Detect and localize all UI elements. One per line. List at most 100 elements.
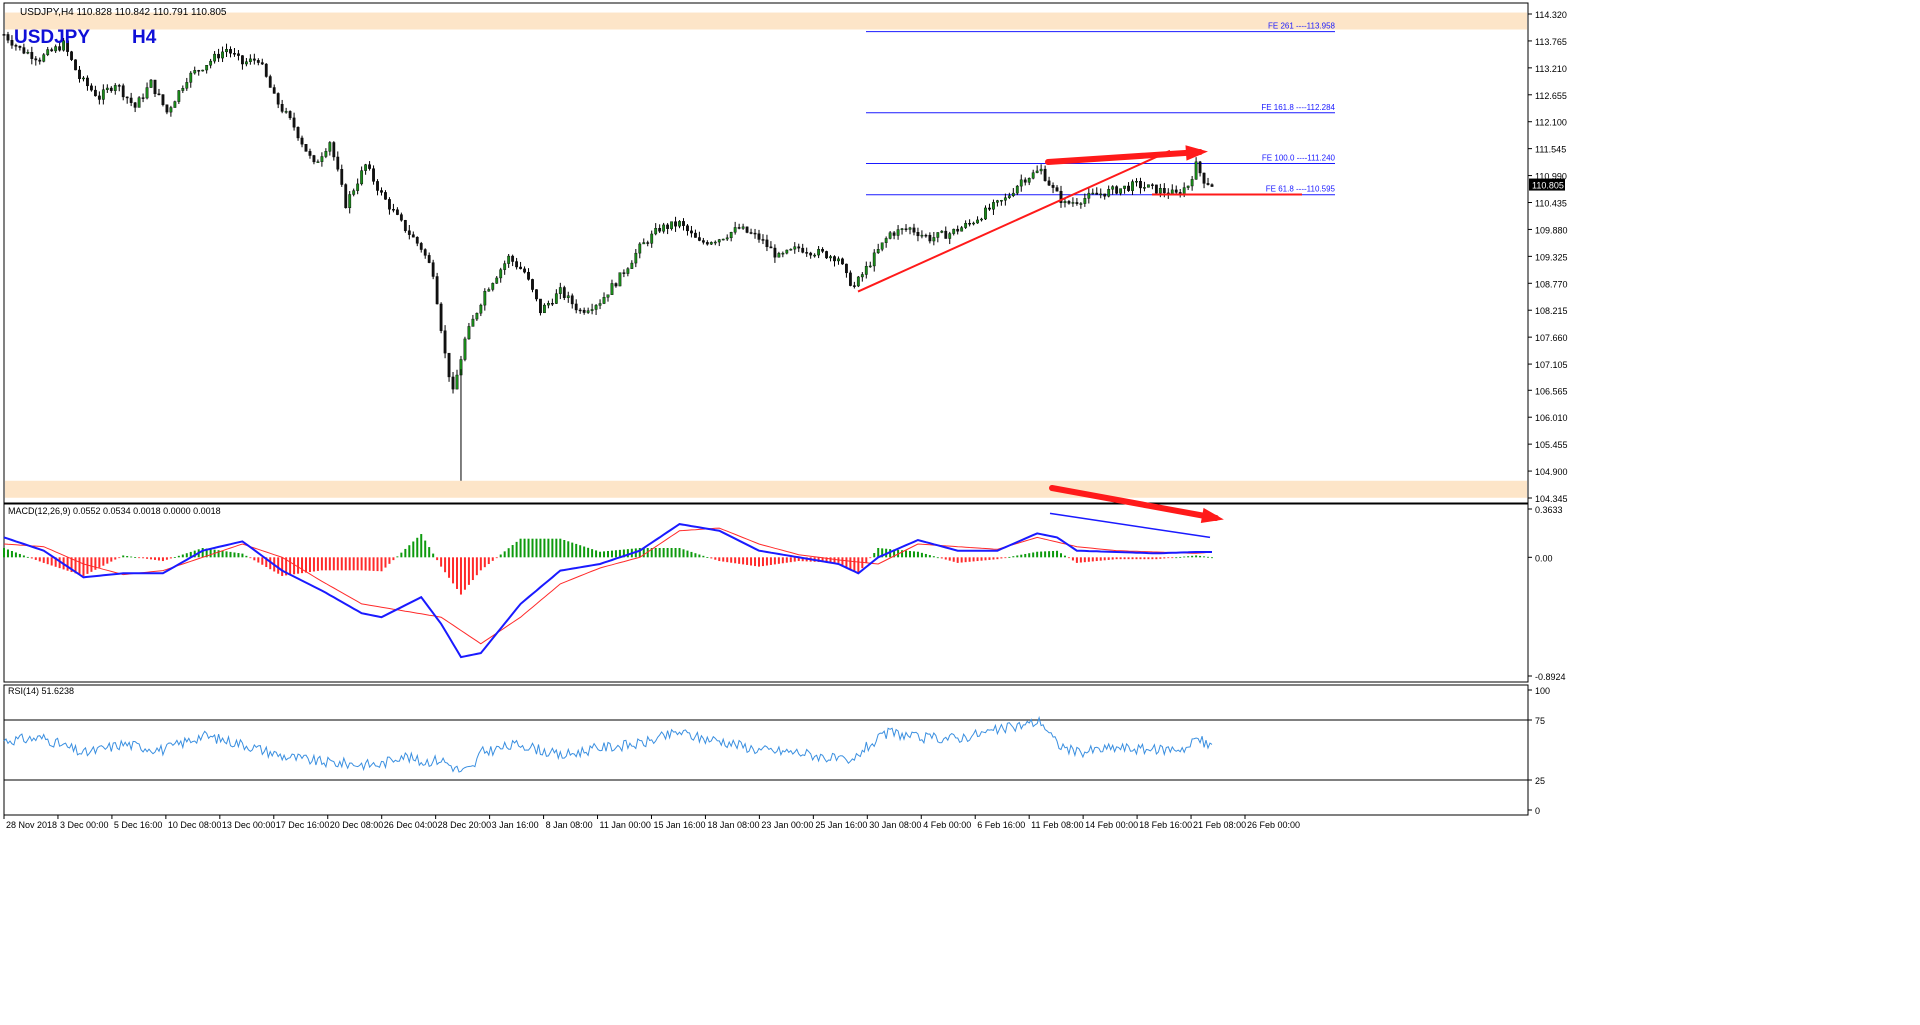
- macd-histogram-bar: [853, 557, 856, 572]
- macd-histogram-bar: [253, 557, 256, 561]
- macd-histogram-bar: [980, 557, 983, 561]
- macd-histogram-bar: [320, 557, 323, 571]
- candle-body: [908, 227, 912, 230]
- macd-histogram-bar: [42, 557, 45, 563]
- macd-histogram-bar: [1004, 557, 1007, 559]
- macd-tick-label: 0.3633: [1535, 505, 1563, 515]
- macd-histogram-bar: [193, 550, 196, 558]
- macd-histogram-bar: [646, 548, 649, 558]
- macd-histogram-bar: [1091, 557, 1094, 562]
- time-tick-label: 23 Jan 00:00: [761, 820, 813, 830]
- candle-body: [825, 251, 828, 259]
- macd-histogram-bar: [718, 557, 721, 562]
- candle-body: [1015, 185, 1019, 194]
- candle-body: [471, 318, 475, 327]
- macd-histogram-bar: [3, 548, 5, 558]
- macd-histogram-bar: [392, 557, 395, 561]
- macd-histogram-bar: [575, 543, 578, 558]
- time-tick-label: 20 Dec 08:00: [330, 820, 384, 830]
- candle-body: [964, 223, 968, 228]
- candle-body: [149, 79, 153, 88]
- chart-symbol-label: USDJPY: [14, 27, 91, 48]
- candle-body: [729, 232, 733, 239]
- candle-body: [988, 207, 991, 210]
- candle-body: [101, 89, 105, 100]
- macd-histogram-bar: [1075, 557, 1078, 563]
- candle-body: [833, 256, 836, 262]
- candle-body: [169, 107, 173, 113]
- macd-histogram-bar: [388, 557, 391, 564]
- time-tick-label: 13 Dec 00:00: [222, 820, 276, 830]
- candle-body: [62, 40, 66, 51]
- macd-histogram-bar: [976, 557, 979, 562]
- candle-body: [586, 310, 590, 313]
- macd-histogram-bar: [221, 550, 224, 558]
- candle-body: [320, 156, 324, 162]
- candle-body: [1011, 192, 1015, 197]
- macd-histogram-bar: [416, 537, 419, 558]
- macd-histogram-bar: [459, 557, 462, 595]
- candle-body: [531, 279, 534, 290]
- candle-body: [872, 252, 876, 267]
- candle-body: [455, 374, 459, 390]
- macd-histogram-bar: [201, 548, 204, 558]
- macd-histogram-bar: [1040, 551, 1043, 558]
- macd-histogram-bar: [1048, 551, 1051, 558]
- candle-body: [1194, 161, 1198, 180]
- candle-body: [709, 242, 713, 245]
- macd-histogram-bar: [1067, 557, 1070, 559]
- fibonacci-level-label: FE 261 ----113.958: [1268, 22, 1336, 31]
- candle-body: [1107, 189, 1111, 197]
- candle-body: [694, 232, 697, 238]
- rsi-pane[interactable]: RSI(14) 51.6238: [3, 684, 1529, 816]
- macd-divergence-line: [1049, 512, 1211, 539]
- candle-body: [483, 291, 487, 306]
- macd-histogram-bar: [841, 557, 844, 565]
- price-tick-label: 112.655: [1535, 91, 1567, 101]
- candle-body: [721, 238, 725, 241]
- candle-body: [741, 226, 745, 229]
- candle-body: [594, 305, 598, 310]
- macd-histogram-bar: [610, 550, 613, 558]
- candle-body: [411, 234, 415, 238]
- candle-body: [1019, 179, 1023, 187]
- macd-histogram-bar: [869, 557, 872, 559]
- macd-histogram-bar: [877, 548, 880, 558]
- price-pane[interactable]: FE 261 ----113.958 FE 161.8 ----112.284 FE…: [2, 2, 1529, 504]
- candle-body: [566, 295, 570, 298]
- macd-histogram-bar: [1095, 557, 1098, 562]
- macd-histogram-bar: [1111, 557, 1114, 560]
- price-tick-label: 109.325: [1535, 252, 1568, 262]
- macd-histogram-bar: [30, 557, 33, 559]
- candle-body: [1131, 181, 1134, 191]
- macd-histogram-bar: [1195, 555, 1198, 558]
- macd-histogram-bar: [499, 554, 502, 558]
- candle-body: [936, 232, 940, 238]
- candle-body: [602, 297, 606, 304]
- macd-pane[interactable]: MACD(12,26,9) 0.0552 0.0534 0.0018 0.000…: [3, 485, 1529, 683]
- macd-histogram-bar: [122, 555, 125, 558]
- candle-body: [1083, 198, 1087, 204]
- candle-body: [225, 49, 228, 53]
- candle-body: [364, 164, 368, 171]
- candle-body: [1075, 202, 1079, 204]
- macd-histogram-bar: [1211, 557, 1213, 559]
- macd-histogram-bar: [543, 538, 546, 558]
- candle-body: [439, 303, 443, 331]
- macd-histogram-bar: [972, 557, 975, 562]
- candle-body: [177, 90, 181, 102]
- candle-body: [82, 77, 85, 80]
- candle-body: [221, 51, 224, 59]
- macd-histogram-bar: [1016, 555, 1019, 558]
- macd-histogram-bar: [301, 557, 304, 574]
- candle-body: [976, 219, 979, 224]
- candle-body: [654, 228, 658, 235]
- candle-body: [74, 59, 77, 71]
- candle-body: [276, 93, 280, 105]
- macd-histogram-bar: [82, 557, 85, 576]
- macd-histogram-bar: [305, 557, 307, 573]
- macd-histogram-bar: [471, 557, 474, 581]
- price-tick-label: 104.900: [1535, 467, 1568, 477]
- price-tick-label: 104.345: [1535, 494, 1568, 504]
- candle-body: [244, 61, 248, 65]
